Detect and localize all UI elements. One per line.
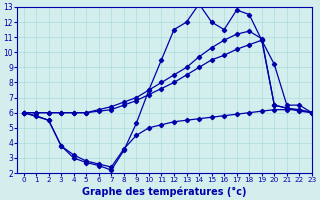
X-axis label: Graphe des températures (°c): Graphe des températures (°c) [82, 186, 247, 197]
